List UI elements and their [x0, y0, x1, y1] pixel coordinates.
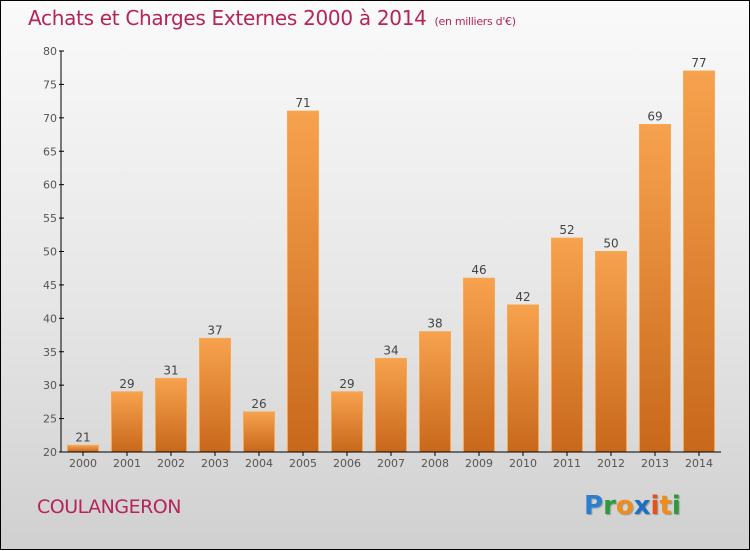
y-tick-label-40: 40 [43, 312, 57, 325]
bar-2014 [683, 70, 715, 453]
data-label-2003: 37 [207, 323, 222, 337]
x-tick-label-2007: 2007 [377, 457, 405, 470]
x-tick-label-2003: 2003 [201, 457, 229, 470]
y-tick-label-20: 20 [43, 446, 57, 459]
bar-2003 [199, 337, 231, 453]
chart-title: Achats et Charges Externes 2000 à 2014 (e… [28, 6, 516, 30]
bar-2007 [375, 357, 407, 453]
data-label-2013: 69 [647, 110, 662, 124]
bar-2002 [155, 377, 187, 453]
bar-2008 [419, 331, 451, 453]
data-label-2000: 21 [75, 430, 90, 444]
data-label-2014: 77 [691, 56, 706, 70]
y-tick-label-25: 25 [43, 413, 57, 426]
data-label-2004: 26 [251, 397, 266, 411]
data-label-2001: 29 [119, 377, 134, 391]
bar-2011 [551, 237, 583, 453]
logo-letter: P [584, 491, 604, 521]
proxiti-logo: Proxiti [584, 491, 681, 521]
bar-2005 [287, 110, 319, 453]
x-tick-label-2014: 2014 [685, 457, 713, 470]
data-label-2009: 46 [471, 263, 486, 277]
data-label-2007: 34 [383, 343, 398, 357]
x-tick-label-2012: 2012 [597, 457, 625, 470]
bar-2004 [243, 411, 275, 453]
x-tick-label-2013: 2013 [641, 457, 669, 470]
y-tick-label-75: 75 [43, 78, 57, 91]
data-label-2011: 52 [559, 223, 574, 237]
y-tick-label-45: 45 [43, 279, 57, 292]
x-tick-label-2008: 2008 [421, 457, 449, 470]
x-tick-label-2010: 2010 [509, 457, 537, 470]
chart-title-text: Achats et Charges Externes 2000 à 2014 [28, 6, 427, 30]
data-label-2012: 50 [603, 237, 618, 251]
x-tick-label-2004: 2004 [245, 457, 273, 470]
x-tick-label-2000: 2000 [69, 457, 97, 470]
data-label-2002: 31 [163, 363, 178, 377]
y-tick-label-80: 80 [43, 45, 57, 58]
x-tick-label-2006: 2006 [333, 457, 361, 470]
bar-2001 [111, 391, 143, 453]
x-tick-label-2002: 2002 [157, 457, 185, 470]
bar-2009 [463, 277, 495, 453]
x-tick-label-2005: 2005 [289, 457, 317, 470]
y-tick-label-70: 70 [43, 112, 57, 125]
logo-letter: o [615, 491, 634, 521]
logo-letter: i [650, 491, 660, 521]
y-tick-label-30: 30 [43, 379, 57, 392]
data-label-2008: 38 [427, 317, 442, 331]
data-label-2006: 29 [339, 377, 354, 391]
y-tick-label-60: 60 [43, 179, 57, 192]
logo-letter: r [603, 491, 616, 521]
data-label-2010: 42 [515, 290, 530, 304]
bar-2010 [507, 304, 539, 453]
y-tick-label-35: 35 [43, 346, 57, 359]
x-tick-label-2011: 2011 [553, 457, 581, 470]
bar-2013 [639, 124, 671, 453]
bar-2006 [331, 391, 363, 453]
logo-letter: i [671, 491, 681, 521]
logo-letter: t [659, 491, 672, 521]
chart-subtitle: (en milliers d'€) [434, 15, 516, 28]
bar-2012 [595, 251, 627, 453]
y-tick-label-65: 65 [43, 145, 57, 158]
x-tick-label-2001: 2001 [113, 457, 141, 470]
y-tick-label-50: 50 [43, 246, 57, 259]
y-tick-label-55: 55 [43, 212, 57, 225]
logo-letter: x [633, 491, 651, 521]
x-tick-label-2009: 2009 [465, 457, 493, 470]
data-label-2005: 71 [295, 96, 310, 110]
bar-2000 [67, 444, 99, 453]
commune-name: COULANGERON [37, 496, 181, 518]
